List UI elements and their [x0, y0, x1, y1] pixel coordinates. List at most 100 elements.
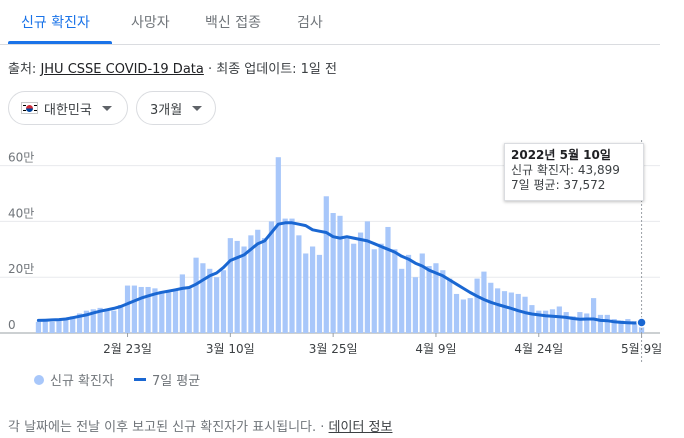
country-label: 대한민국: [44, 102, 92, 118]
case-bar: [399, 268, 405, 333]
case-bar: [392, 249, 398, 333]
case-bar: [296, 235, 302, 333]
case-bar: [405, 254, 412, 333]
case-bar: [248, 235, 254, 333]
case-bar: [378, 243, 384, 333]
case-bar: [536, 310, 542, 333]
case-bar: [152, 288, 158, 333]
case-bar: [214, 277, 220, 333]
case-bar: [200, 263, 206, 333]
case-bar: [234, 240, 240, 333]
case-bar: [111, 310, 117, 333]
case-bar: [543, 310, 549, 333]
source-link[interactable]: JHU CSSE COVID-19 Data: [40, 62, 204, 77]
case-bar: [440, 270, 446, 333]
source-line: 출처: JHU CSSE COVID-19 Data · 최종 업데이트: 1일…: [8, 58, 337, 77]
case-bar: [275, 157, 281, 333]
tab-vaccination[interactable]: 백신 접종: [205, 15, 261, 31]
case-bar: [453, 293, 460, 333]
y-tick-label: 20만: [8, 262, 34, 276]
tooltip-date: 2022년 5월 10일: [511, 148, 611, 162]
case-bar: [316, 254, 323, 333]
case-bar: [186, 288, 192, 333]
legend-line-label: 7일 평균: [151, 374, 201, 389]
case-bar: [42, 321, 48, 333]
case-bar: [460, 299, 466, 333]
case-bar: [282, 218, 288, 333]
case-bar: [501, 291, 508, 333]
case-bar: [145, 286, 151, 333]
chevron-down-icon: [101, 105, 112, 111]
case-bar: [433, 263, 439, 333]
case-bar: [625, 319, 631, 333]
country-dropdown[interactable]: 대한민국: [8, 91, 128, 125]
case-bar: [549, 309, 556, 333]
case-bar: [159, 291, 165, 333]
case-bar: [632, 321, 638, 333]
case-bar: [56, 320, 62, 333]
case-bar: [70, 316, 76, 333]
case-bar: [97, 307, 103, 333]
case-bar: [104, 309, 110, 333]
case-bar: [426, 266, 432, 333]
case-bar: [522, 296, 528, 333]
case-bar: [268, 221, 275, 333]
case-bar: [255, 229, 261, 333]
case-bar: [138, 286, 144, 333]
case-bar: [303, 253, 309, 333]
case-bar: [131, 285, 137, 333]
case-bar: [83, 310, 90, 333]
case-bar: [344, 238, 350, 333]
x-tick-label: 4월 9일: [415, 342, 456, 356]
hover-point: [636, 317, 647, 328]
case-bar: [371, 249, 377, 333]
case-bar: [604, 314, 610, 333]
case-bar: [618, 320, 624, 333]
tab-bar: 신규 확진자 사망자 백신 접종 검사: [0, 0, 660, 45]
case-bar: [166, 292, 172, 333]
case-bar: [90, 309, 96, 333]
case-bar: [124, 285, 131, 333]
average-line: [36, 221, 644, 325]
case-bar: [337, 215, 343, 333]
x-tick-label: 5월 9일: [621, 342, 662, 356]
period-label: 3개월: [150, 102, 183, 118]
tab-testing[interactable]: 검사: [297, 15, 323, 31]
case-bar: [351, 243, 357, 333]
source-prefix: 출처:: [8, 62, 41, 77]
cases-chart[interactable]: 0 20만 40만 60만 2월 23일 3월 10일 3월 25일 4월 9일 4월 24일 5…: [0, 140, 684, 365]
case-bar: [172, 289, 179, 333]
legend-line-swatch: [133, 378, 146, 381]
case-bar: [323, 196, 329, 333]
case-bar: [467, 298, 473, 333]
case-bar: [220, 270, 227, 333]
case-bar: [419, 253, 425, 333]
case-bar: [495, 288, 501, 333]
case-bar: [35, 321, 42, 333]
case-bar: [207, 268, 213, 333]
tab-new-cases[interactable]: 신규 확진자: [21, 15, 90, 31]
x-tick-label: 3월 10일: [206, 342, 255, 356]
source-updated: · 최종 업데이트: 1일 전: [203, 62, 337, 77]
data-info-link[interactable]: 데이터 정보: [328, 420, 393, 435]
case-bar: [577, 312, 583, 333]
case-bar: [330, 213, 336, 333]
x-tick-label: 4월 24일: [514, 342, 563, 356]
case-bar: [289, 218, 295, 333]
tab-deaths[interactable]: 사망자: [131, 15, 170, 31]
y-tick-label: 0: [8, 318, 16, 332]
case-bar: [357, 232, 364, 333]
case-bar: [227, 238, 233, 333]
case-bar: [241, 246, 247, 333]
case-bar: [63, 319, 69, 333]
chevron-down-icon: [192, 105, 203, 111]
case-bar: [529, 305, 535, 333]
tooltip-average: 7일 평균: 37,572: [511, 178, 606, 192]
y-tick-label: 40만: [8, 206, 34, 220]
period-dropdown[interactable]: 3개월: [136, 91, 216, 125]
case-bar: [556, 306, 562, 333]
legend-bar-swatch: [34, 374, 44, 385]
case-bar: [481, 271, 487, 333]
y-tick-label: 60만: [8, 151, 34, 165]
case-bar: [515, 293, 521, 333]
